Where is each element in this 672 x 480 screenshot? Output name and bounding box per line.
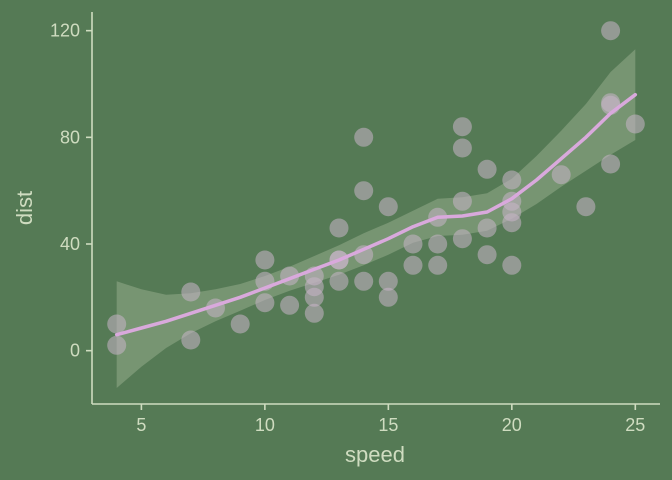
confidence-band xyxy=(116,49,636,389)
x-tick-label: 10 xyxy=(255,415,275,435)
x-axis-title: speed xyxy=(345,442,405,467)
data-point xyxy=(354,181,374,201)
data-point xyxy=(378,271,398,291)
data-point xyxy=(378,287,398,307)
y-tick-label: 80 xyxy=(60,127,80,147)
smooth-line-layer xyxy=(114,92,638,337)
data-point xyxy=(280,295,300,315)
data-point xyxy=(477,159,497,179)
ticks-layer: 5 10 15 20 25 0 40 80 120 xyxy=(50,21,645,435)
x-tick-label: 5 xyxy=(136,415,146,435)
data-point xyxy=(304,303,324,323)
data-point xyxy=(601,21,621,41)
data-point xyxy=(576,197,596,217)
data-point xyxy=(354,271,374,291)
data-point xyxy=(452,191,472,211)
data-point xyxy=(354,127,374,147)
data-point xyxy=(502,255,522,275)
data-point xyxy=(403,234,423,254)
data-point xyxy=(107,314,127,334)
x-tick-label: 25 xyxy=(625,415,645,435)
data-point xyxy=(329,271,349,291)
data-point xyxy=(329,218,349,238)
data-point xyxy=(477,218,497,238)
axes-layer xyxy=(91,12,660,405)
data-point xyxy=(551,165,571,185)
data-point xyxy=(378,197,398,217)
data-point xyxy=(452,117,472,137)
y-tick-label: 40 xyxy=(60,234,80,254)
x-tick-label: 15 xyxy=(378,415,398,435)
data-point xyxy=(477,245,497,265)
data-point xyxy=(428,234,448,254)
data-point xyxy=(181,282,201,302)
smooth-line xyxy=(114,92,638,337)
data-point xyxy=(601,154,621,174)
data-point xyxy=(601,93,621,113)
data-point xyxy=(403,255,423,275)
points-layer xyxy=(107,21,645,355)
data-point xyxy=(255,293,275,313)
data-point xyxy=(452,229,472,249)
data-point xyxy=(625,114,645,134)
data-point xyxy=(255,250,275,270)
data-point xyxy=(181,330,201,350)
y-tick-label: 0 xyxy=(70,341,80,361)
y-axis-title: dist xyxy=(12,191,37,225)
data-point xyxy=(502,170,522,190)
data-point xyxy=(107,335,127,355)
data-point xyxy=(452,138,472,158)
data-point xyxy=(230,314,250,334)
y-tick-label: 120 xyxy=(50,21,80,41)
data-point xyxy=(428,255,448,275)
x-tick-label: 20 xyxy=(502,415,522,435)
confidence-band-layer xyxy=(116,49,636,389)
